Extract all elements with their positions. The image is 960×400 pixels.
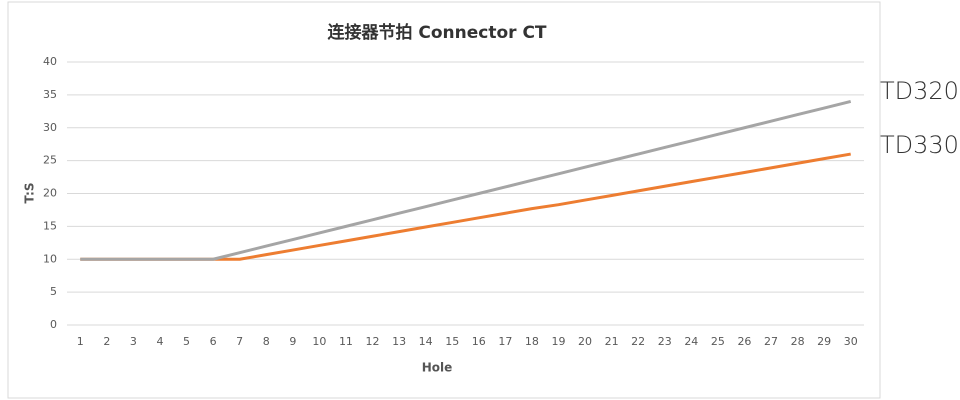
chart-title: 连接器节拍 Connector CT	[327, 22, 546, 43]
x-axis-title: Hole	[422, 361, 453, 375]
y-tick-label: 35	[43, 88, 57, 101]
x-tick-label: 3	[130, 335, 137, 348]
x-tick-label: 29	[817, 335, 831, 348]
x-tick-label: 9	[289, 335, 296, 348]
x-tick-label: 24	[684, 335, 698, 348]
x-tick-label: 18	[525, 335, 539, 348]
y-tick-label: 10	[43, 252, 57, 265]
x-tick-label: 10	[312, 335, 326, 348]
x-tick-label: 12	[366, 335, 380, 348]
x-tick-label: 7	[236, 335, 243, 348]
y-tick-label: 5	[50, 285, 57, 298]
y-tick-label: 25	[43, 154, 57, 167]
x-tick-label: 19	[551, 335, 565, 348]
x-tick-label: 6	[210, 335, 217, 348]
x-tick-label: 14	[419, 335, 433, 348]
x-tick-label: 22	[631, 335, 645, 348]
x-tick-label: 28	[791, 335, 805, 348]
x-tick-label: 4	[156, 335, 163, 348]
y-tick-label: 30	[43, 121, 57, 134]
x-tick-label: 27	[764, 335, 778, 348]
x-tick-label: 23	[658, 335, 672, 348]
y-tick-label: 20	[43, 187, 57, 200]
x-tick-label: 30	[844, 335, 858, 348]
chart-frame	[7, 1, 881, 399]
legend-label: TD330	[880, 131, 959, 159]
x-tick-label: 26	[737, 335, 751, 348]
x-tick-label: 25	[711, 335, 725, 348]
y-tick-label: 15	[43, 219, 57, 232]
x-tick-label: 17	[498, 335, 512, 348]
x-tick-label: 2	[103, 335, 110, 348]
legend-label: TD320	[880, 77, 959, 105]
x-tick-label: 21	[605, 335, 619, 348]
x-tick-label: 8	[263, 335, 270, 348]
x-tick-label: 13	[392, 335, 406, 348]
series-line	[80, 99, 852, 261]
x-tick-label: 5	[183, 335, 190, 348]
x-tick-label: 1	[77, 335, 84, 348]
y-tick-label: 40	[43, 55, 57, 68]
y-axis-title: T:S	[23, 183, 37, 204]
x-tick-label: 15	[445, 335, 459, 348]
x-tick-label: 11	[339, 335, 353, 348]
x-tick-label: 16	[472, 335, 486, 348]
y-tick-label: 0	[50, 318, 57, 331]
x-tick-label: 20	[578, 335, 592, 348]
